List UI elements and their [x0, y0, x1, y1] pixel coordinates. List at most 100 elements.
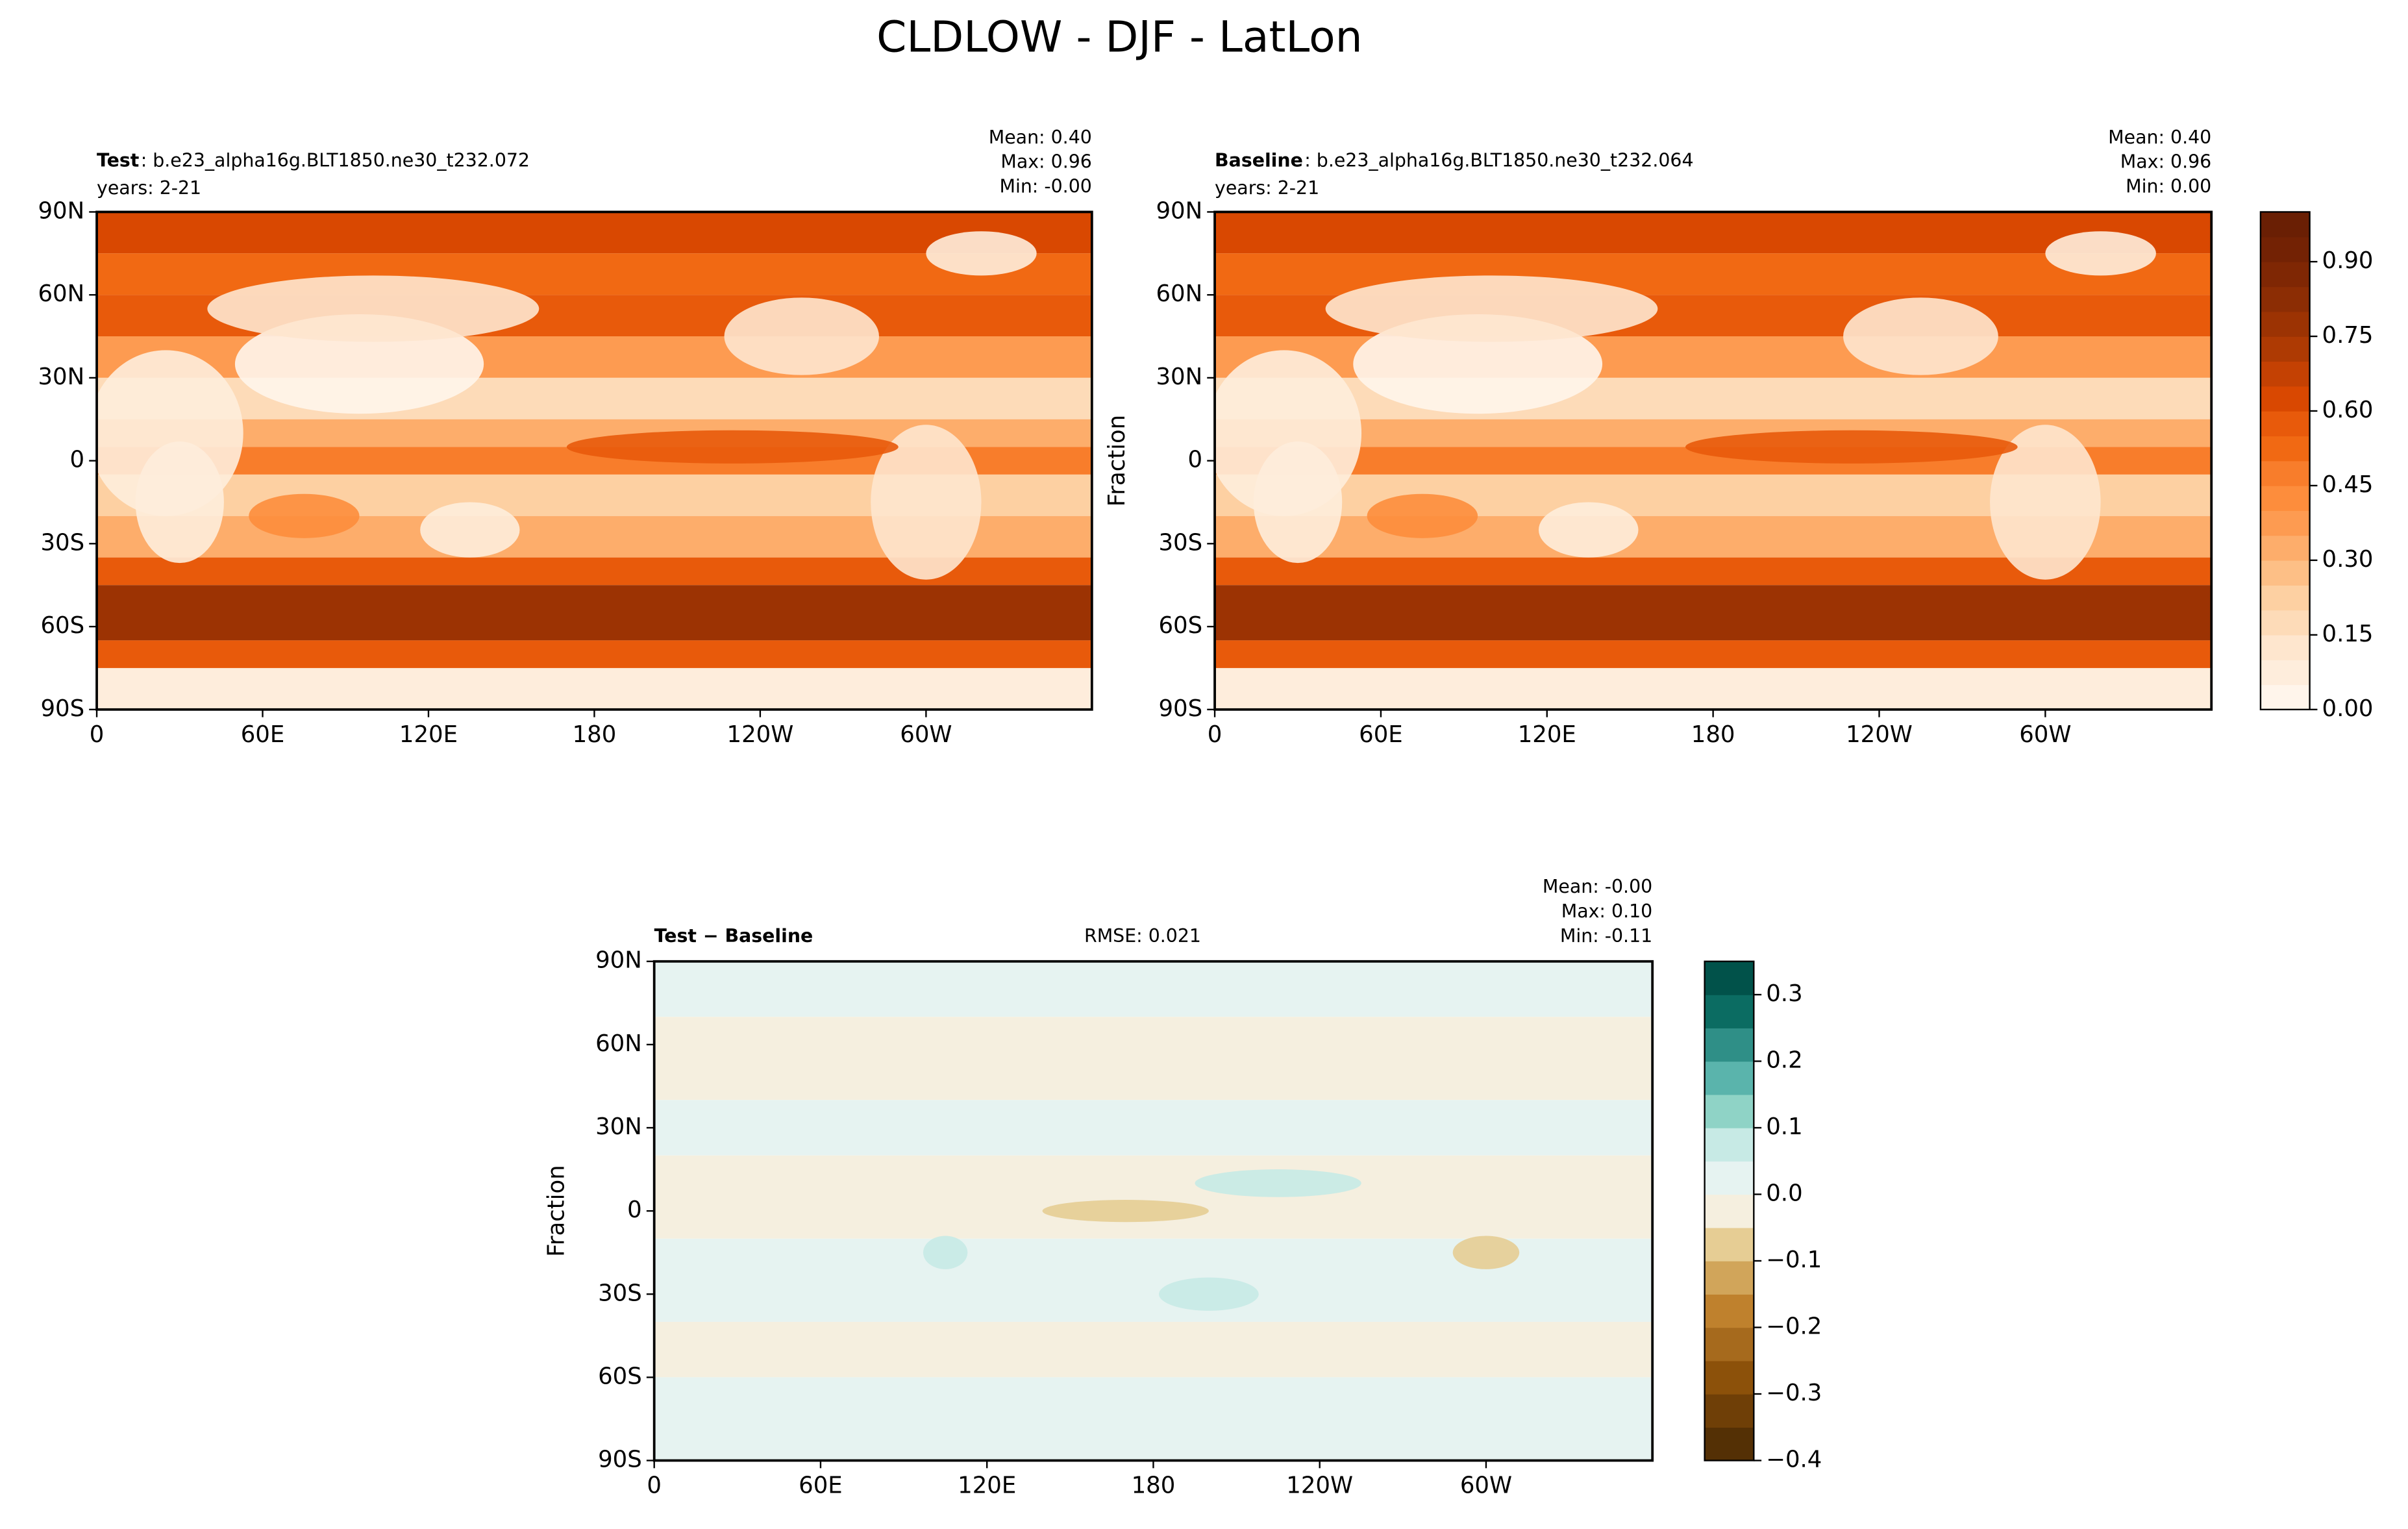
y-tick-label: 60S	[1158, 612, 1202, 639]
colorbar-level	[1704, 1061, 1754, 1095]
colorbar-level	[1704, 1127, 1754, 1162]
stat: Min: -0.11	[1560, 925, 1652, 947]
y-tick-label: 30N	[595, 1113, 642, 1140]
case-name: : b.e23_alpha16g.BLT1850.ne30_t232.072	[141, 149, 530, 171]
colorbar-level	[2260, 660, 2310, 686]
y-tick-label: 30S	[40, 529, 84, 556]
colorbar-level	[1704, 1360, 1754, 1395]
field-blob	[1325, 275, 1658, 342]
stat: Min: -0.00	[999, 176, 1091, 197]
field-band	[1215, 212, 2212, 254]
field-blob	[420, 502, 520, 558]
colorbar-level	[1704, 1394, 1754, 1428]
colorbar-level	[2260, 410, 2310, 437]
x-tick-label: 180	[1691, 721, 1735, 748]
stat: Max: 0.96	[2120, 151, 2211, 173]
y-tick-label: 60N	[595, 1030, 642, 1057]
field-band	[654, 1100, 1653, 1156]
y-tick-label: 90N	[38, 197, 84, 224]
field-blob	[926, 231, 1037, 276]
y-tick-label: 90N	[1156, 197, 1202, 224]
field-blob	[1538, 502, 1639, 558]
colorbar-tick-label: 0.2	[1766, 1047, 1802, 1073]
colorbar-level	[2260, 585, 2310, 611]
field-blob	[2045, 231, 2156, 276]
y-tick-label: 60N	[38, 280, 84, 307]
x-tick-label: 120W	[1846, 721, 1913, 748]
colorbar-level	[1704, 994, 1754, 1028]
field-blob	[1990, 425, 2101, 580]
stat: Max: 0.96	[1000, 151, 1091, 173]
field-band	[97, 640, 1092, 668]
panel-label: Test − Baseline	[654, 925, 813, 947]
colorbar-level	[1704, 1028, 1754, 1062]
panel-label: Baseline	[1215, 149, 1303, 171]
y-axis-label: Fraction	[543, 1165, 570, 1257]
colorbar-level	[2260, 436, 2310, 462]
colorbar-level	[2260, 634, 2310, 660]
y-tick-label: 30S	[598, 1280, 642, 1306]
y-tick-label: 30S	[1158, 529, 1202, 556]
colorbar-tick-label: 0.0	[1766, 1180, 1802, 1206]
x-tick-label: 0	[647, 1473, 662, 1499]
x-tick-label: 60E	[799, 1473, 843, 1499]
field-band	[97, 667, 1092, 710]
colorbar-level	[2260, 386, 2310, 412]
colorbar-tick-label: 0.90	[2322, 247, 2374, 274]
x-tick-label: 120E	[1518, 721, 1576, 748]
field-blob	[1042, 1200, 1209, 1223]
field-band	[1215, 585, 2212, 641]
x-tick-label: 120E	[958, 1473, 1016, 1499]
stat: Mean: 0.40	[989, 127, 1092, 148]
x-tick-label: 180	[1132, 1473, 1176, 1499]
colorbar-level	[1704, 1294, 1754, 1328]
colorbar-tick-label: 0.45	[2322, 471, 2374, 498]
figure-title: CLDLOW - DJF - LatLon	[876, 12, 1363, 62]
colorbar-frame	[1704, 960, 1755, 1461]
colorbar-level	[2260, 286, 2310, 312]
x-tick-label: 0	[1208, 721, 1223, 748]
field-blob	[566, 430, 899, 464]
colorbar-level	[2260, 510, 2310, 536]
colorbar-tick-label: 0.60	[2322, 397, 2374, 423]
y-tick-label: 60S	[598, 1363, 642, 1389]
stat: Min: 0.00	[2126, 176, 2211, 197]
colorbar-level	[1704, 1260, 1754, 1295]
field-band	[654, 1017, 1653, 1100]
field-band	[97, 585, 1092, 641]
field-blob	[1253, 441, 1343, 564]
y-tick-label: 60S	[40, 612, 84, 639]
colorbar-level	[2260, 311, 2310, 337]
colorbar-level	[2260, 361, 2310, 387]
stat: Mean: 0.40	[2108, 127, 2211, 148]
colorbar-level	[1704, 961, 1754, 995]
years: years: 2-21	[97, 177, 201, 199]
colorbar-level	[2260, 535, 2310, 561]
field-blob	[1843, 297, 1998, 375]
stat: Mean: -0.00	[1543, 876, 1652, 897]
panel-label: Test	[97, 149, 139, 171]
colorbar-level	[2260, 684, 2310, 710]
field-band	[654, 1377, 1653, 1461]
field-band	[654, 1155, 1653, 1239]
colorbar-level	[2260, 460, 2310, 486]
x-tick-label: 180	[573, 721, 617, 748]
x-tick-label: 120W	[727, 721, 794, 748]
colorbar-tick-label: −0.3	[1766, 1380, 1822, 1406]
y-tick-label: 90S	[598, 1447, 642, 1473]
colorbar-level	[1704, 1327, 1754, 1361]
colorbar-tick-label: 0.30	[2322, 546, 2374, 573]
field-blob	[871, 425, 982, 580]
colorbar-level	[2260, 262, 2310, 288]
y-tick-label: 0	[1188, 447, 1203, 473]
colorbar-tick-label: 0.15	[2322, 621, 2374, 647]
colorbar-frame	[2259, 211, 2311, 711]
field-band	[654, 1321, 1653, 1378]
colorbar-level	[2260, 485, 2310, 511]
y-axis-label: Fraction	[1104, 415, 1130, 507]
y-tick-label: 30N	[1156, 364, 1202, 390]
x-tick-label: 60W	[2019, 721, 2071, 748]
stat: Max: 0.10	[1561, 901, 1652, 922]
colorbar-level	[1704, 1094, 1754, 1128]
